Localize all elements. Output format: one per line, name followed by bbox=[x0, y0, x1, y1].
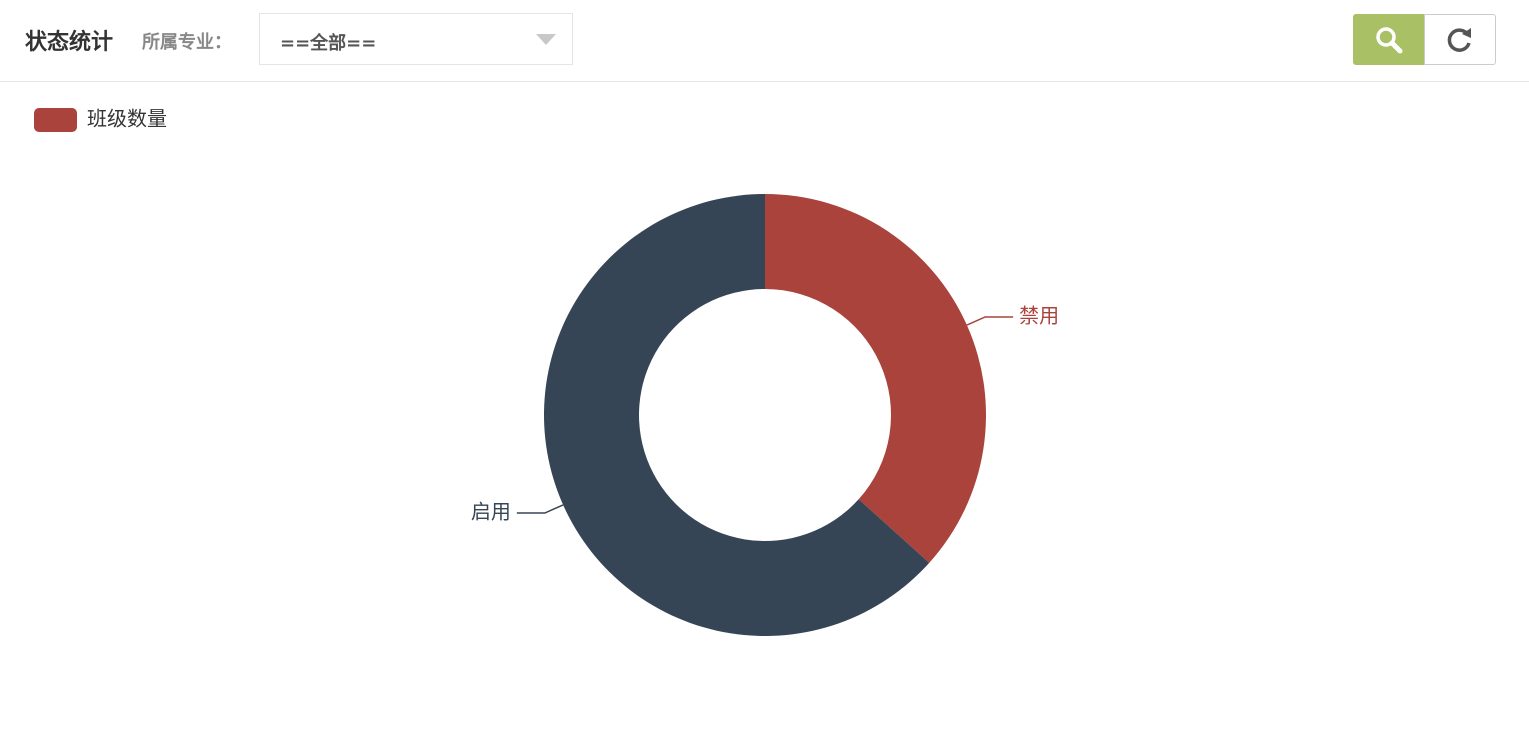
label-line bbox=[966, 316, 1014, 326]
search-icon bbox=[1376, 26, 1403, 53]
pie-slice bbox=[765, 194, 986, 563]
reset-button[interactable] bbox=[1424, 14, 1496, 65]
legend-label: 班级数量 bbox=[87, 107, 167, 131]
legend-swatch bbox=[34, 108, 77, 132]
search-button[interactable] bbox=[1353, 14, 1425, 65]
slice-label: 禁用 bbox=[1019, 303, 1059, 327]
major-select[interactable]: ==全部== bbox=[259, 13, 573, 65]
refresh-icon bbox=[1447, 27, 1471, 52]
toolbar: 状态统计 所属专业： ==全部== bbox=[0, 0, 1529, 82]
pie-slice bbox=[544, 194, 930, 637]
filter-label: 所属专业： bbox=[142, 32, 232, 53]
label-line bbox=[516, 504, 564, 514]
slice-label: 启用 bbox=[471, 500, 511, 524]
page-title: 状态统计 bbox=[25, 30, 114, 55]
select-value: ==全部== bbox=[280, 33, 377, 54]
select-arrow bbox=[536, 34, 556, 45]
